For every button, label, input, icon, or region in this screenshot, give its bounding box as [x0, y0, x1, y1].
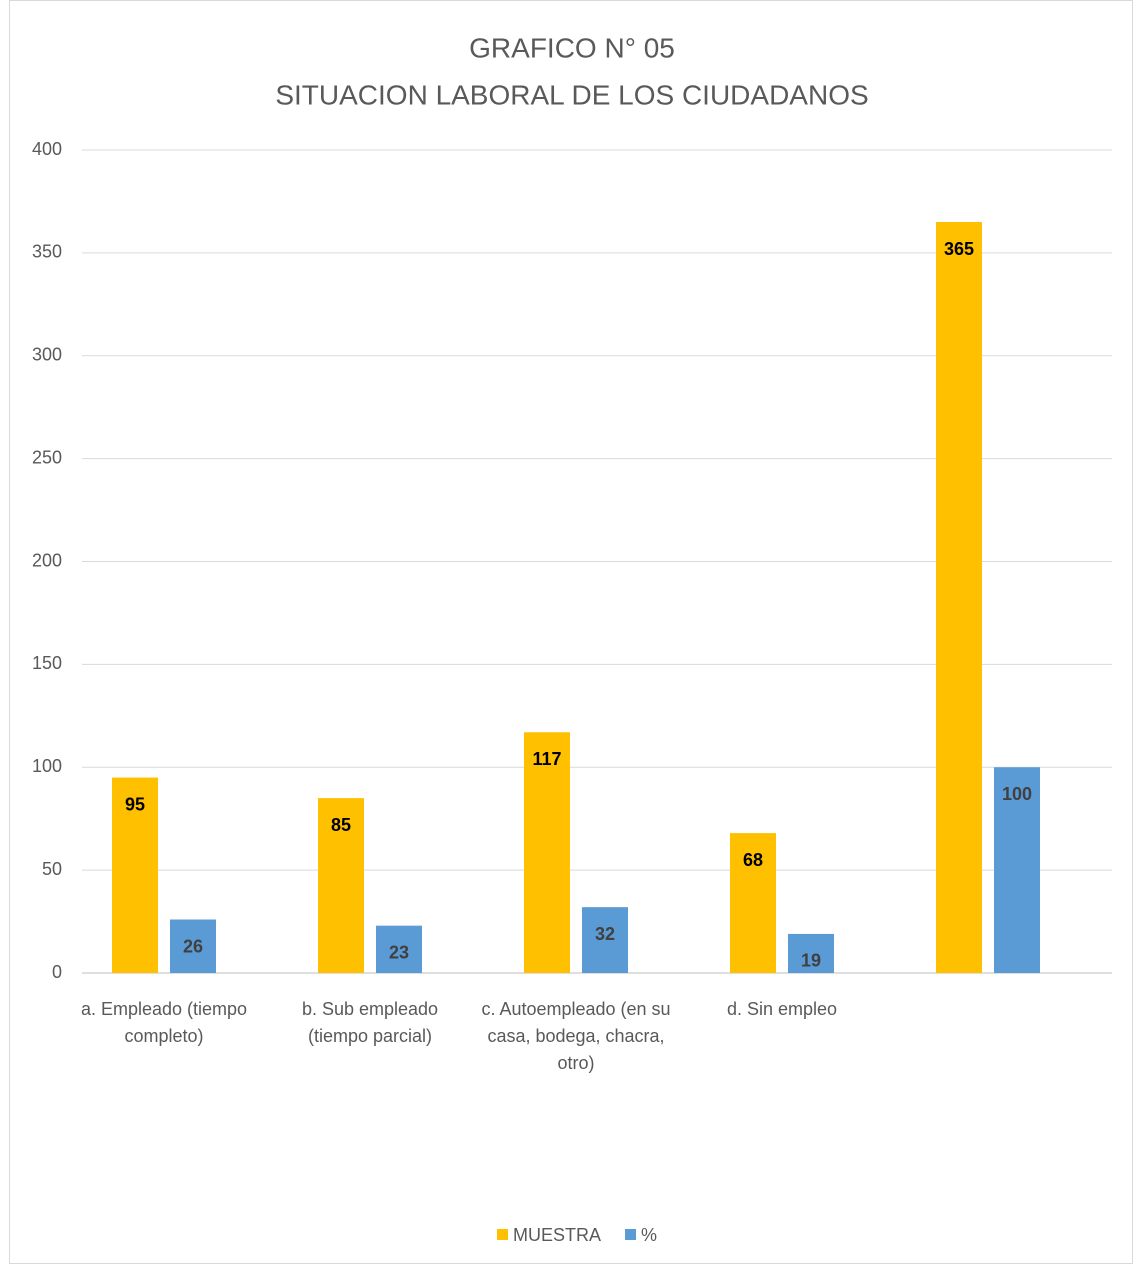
bar — [376, 925, 422, 973]
bar — [318, 798, 364, 973]
bar — [524, 732, 570, 973]
y-tick-label: 150 — [32, 653, 62, 673]
bar — [730, 833, 776, 973]
y-tick-label: 300 — [32, 345, 62, 365]
y-tick-label: 0 — [52, 962, 62, 982]
y-tick-label: 400 — [32, 139, 62, 159]
bar — [170, 919, 216, 973]
bar — [994, 767, 1040, 973]
data-label: 32 — [595, 924, 615, 944]
data-label: 85 — [331, 815, 351, 835]
bar — [788, 933, 834, 973]
bar — [112, 777, 158, 973]
data-label: 23 — [389, 942, 409, 962]
x-tick-label: a. Empleado (tiempo completo) — [81, 999, 247, 1046]
bar — [936, 222, 982, 973]
y-tick-label: 250 — [32, 447, 62, 467]
data-label: 68 — [743, 850, 763, 870]
x-tick-label: b. Sub empleado (tiempo parcial) — [302, 999, 438, 1046]
y-tick-label: 350 — [32, 242, 62, 262]
data-label: 100 — [1002, 784, 1032, 804]
chart-subtitle: SITUACION LABORAL DE LOS CIUDADANOS — [275, 79, 868, 110]
legend-swatch — [625, 1229, 637, 1240]
x-tick-label: d. Sin empleo — [727, 999, 837, 1019]
legend-label: % — [641, 1225, 657, 1245]
chart-title: GRAFICO N° 05 — [469, 32, 675, 63]
data-label: 117 — [532, 749, 561, 769]
y-tick-label: 100 — [32, 756, 62, 776]
bar — [582, 907, 628, 973]
data-label: 19 — [801, 951, 821, 971]
y-tick-label: 50 — [42, 859, 62, 879]
legend-swatch — [497, 1229, 508, 1240]
y-tick-label: 200 — [32, 550, 62, 570]
data-label: 26 — [183, 936, 203, 956]
data-label: 95 — [125, 794, 145, 814]
legend-label: MUESTRA — [513, 1225, 601, 1245]
x-tick-label: c. Autoempleado (en su casa, bodega, chac… — [481, 999, 670, 1073]
data-label: 365 — [944, 239, 974, 259]
